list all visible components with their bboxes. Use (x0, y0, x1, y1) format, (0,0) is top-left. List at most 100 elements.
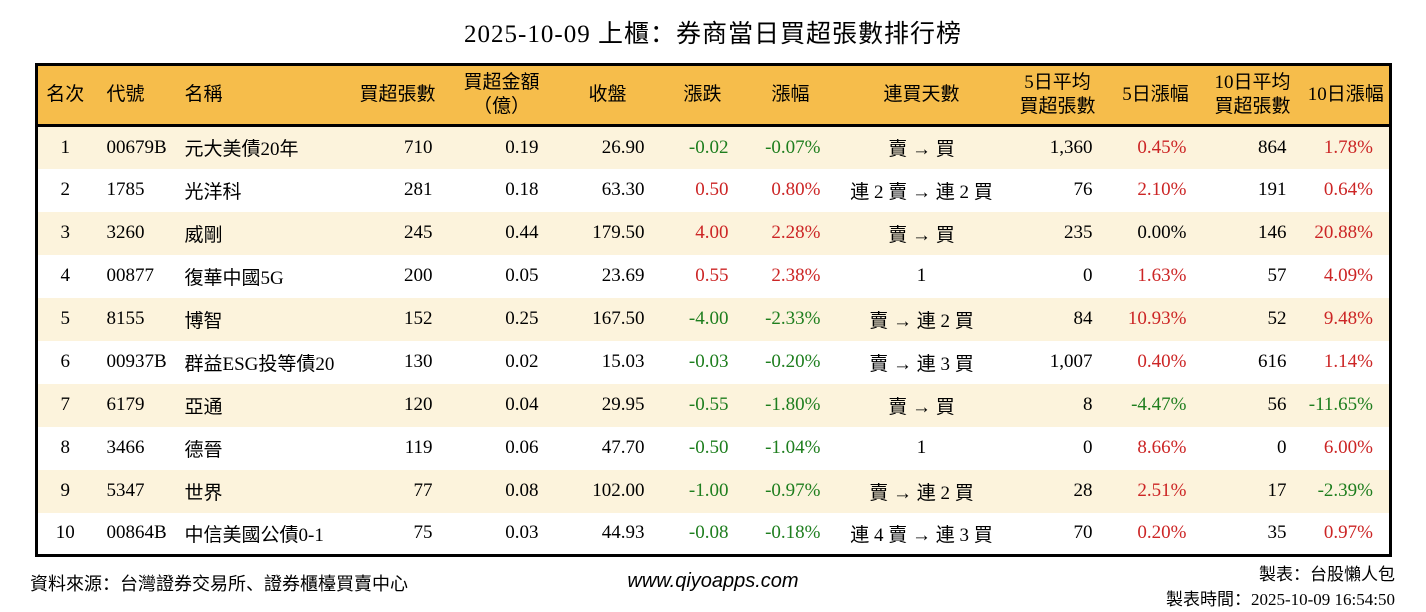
buy-streak-cell: 賣 → 買 (888, 139, 955, 161)
stock-name-cell: 復華中國5G (184, 267, 284, 289)
change-percent-cell: 0.80% (771, 179, 821, 200)
column-header: 10日平均 買超張數 (1202, 64, 1303, 127)
change5d-cell: 2.10% (1137, 179, 1187, 200)
net-buy-amount-cell: 0.04 (505, 394, 539, 415)
table-row: 3 3260 威剛 245 0.44 179.50 4.00 2.28% 賣 →… (36, 211, 1391, 255)
change5d-cell: 2.51% (1137, 480, 1187, 501)
maker-credit: 製表：台股懶人包 (1259, 565, 1395, 584)
stock-code-cell: 00679B (106, 136, 167, 158)
avg5-net-buy-cell: 84 (1073, 308, 1093, 329)
stock-code-cell: 00864B (106, 522, 167, 544)
close-price-cell: 179.50 (592, 222, 645, 243)
table-row: 10 00864B 中信美國公債0-1 75 0.03 44.93 -0.08 … (36, 512, 1391, 556)
rank-cell: 7 (60, 394, 71, 415)
net-buy-shares-cell: 152 (404, 308, 433, 329)
rank-cell: 3 (60, 222, 71, 243)
avg5-net-buy-cell: 0 (1083, 265, 1093, 286)
price-change-cell: -0.02 (688, 136, 729, 158)
net-buy-shares-cell: 245 (404, 222, 433, 243)
change5d-cell: -4.47% (1131, 394, 1187, 415)
change-percent-cell: 2.28% (771, 222, 821, 243)
buy-streak-cell: 賣 → 連 2 買 (869, 310, 974, 332)
change5d-cell: 0.20% (1137, 522, 1187, 544)
stock-code-cell: 00937B (106, 351, 167, 372)
table-row: 9 5347 世界 77 0.08 102.00 -1.00 -0.97% 賣 … (36, 469, 1391, 513)
change-percent-cell: 2.38% (771, 265, 821, 286)
change10d-cell: 4.09% (1323, 265, 1373, 286)
avg10-net-buy-cell: 146 (1258, 222, 1287, 243)
change10d-cell: -2.39% (1317, 480, 1373, 501)
avg10-net-buy-cell: 864 (1258, 136, 1287, 158)
header-row: 名次 代號 名稱 買超張數 買超金額 （億） 收盤 漲跌 漲幅 連買天數 5日平均 買超張數 5日漲… (36, 64, 1391, 127)
stock-name-cell: 元大美債20年 (184, 139, 299, 161)
net-buy-amount-cell: 0.05 (505, 265, 539, 286)
table-body: 1 00679B 元大美債20年 7 1 0 0.19 26.90 -0.02 -0… (36, 125, 1391, 556)
rank-cell: 4 (60, 265, 71, 286)
column-header: 5日平均 買超張數 (1006, 64, 1109, 127)
change-percent-cell: -0.18% (765, 522, 821, 544)
table-row: 2 1785 光洋科 281 0.18 63.30 0.50 0.80% 連 2… (36, 168, 1391, 212)
price-change-cell: -0.50 (688, 437, 729, 458)
buy-streak-cell: 1 (916, 265, 927, 286)
column-header: 買超金額 （億） (448, 64, 555, 127)
table-header: 名次 代號 名稱 買超張數 買超金額 （億） 收盤 漲跌 漲幅 連買天數 5日平均 買超張數 5日漲… (36, 64, 1391, 127)
stock-name-cell: 中信美國公債0-1 (184, 524, 324, 546)
net-buy-amount-cell: 0.03 (505, 522, 539, 544)
change-percent-cell: -1.80% (765, 394, 821, 415)
rank-cell: 1 (60, 136, 71, 158)
net-buy-amount-cell: 0.18 (505, 179, 539, 200)
avg10-net-buy-cell: 0 (1277, 437, 1287, 458)
net-buy-shares-cell: 130 (404, 351, 433, 372)
avg10-net-buy-cell: 57 (1267, 265, 1287, 286)
price-change-cell: -0.03 (688, 351, 729, 372)
avg10-net-buy-cell: 616 (1258, 351, 1287, 372)
close-price-cell: 29.95 (601, 394, 645, 415)
price-change-cell: 0.55 (695, 265, 729, 286)
price-change-cell: -0.55 (688, 394, 729, 415)
avg10-net-buy-cell: 35 (1267, 522, 1287, 544)
price-change-cell: 4.00 (695, 222, 729, 243)
price-change-cell: -4.00 (688, 308, 729, 329)
column-header: 買超張數 (346, 64, 449, 127)
change10d-cell: -11.65% (1308, 394, 1373, 415)
column-header: 代號 (92, 64, 179, 127)
stock-name-cell: 博智 (184, 310, 223, 332)
avg5-net-buy-cell: 8 (1083, 394, 1093, 415)
stock-code-cell: 3466 (106, 437, 145, 458)
change-percent-cell: -0.07% (765, 136, 821, 158)
net-buy-shares-cell: 281 (404, 179, 433, 200)
change10d-cell: 20.88% (1314, 222, 1373, 243)
website-text: www.qiyoapps.com (627, 570, 799, 592)
stock-code-cell: 3260 (106, 222, 145, 243)
price-change-cell: -0.08 (688, 522, 729, 544)
close-price-cell: 15.03 (601, 351, 645, 372)
buy-streak-cell: 賣 → 連 3 買 (869, 353, 974, 375)
stock-code-cell: 8155 (106, 308, 145, 329)
change10d-cell: 9.48% (1323, 308, 1373, 329)
close-price-cell: 102.00 (592, 480, 645, 501)
column-header: 5日漲幅 (1108, 64, 1203, 127)
net-buy-shares-cell: 200 (404, 265, 433, 286)
close-price-cell: 47.70 (601, 437, 645, 458)
data-source-note: 資料來源：台灣證券交易所、證券櫃檯買賣中心 (30, 574, 408, 594)
change10d-cell: 0.64% (1323, 179, 1373, 200)
report-timestamp: 製表時間：2025-10-09 16:54:50 (1165, 590, 1395, 609)
stock-code-cell: 1785 (106, 179, 145, 200)
change5d-cell: 1.63% (1137, 265, 1187, 286)
avg5-net-buy-cell: 28 (1073, 480, 1093, 501)
close-price-cell: 167.50 (592, 308, 645, 329)
avg10-net-buy-cell: 17 (1267, 480, 1287, 501)
page-title: 2025-10-09 上櫃：券商當日買超張數排行榜 (464, 21, 962, 48)
column-header: 連買天數 (836, 64, 1007, 127)
net-buy-amount-cell: 0.19 (505, 136, 539, 158)
close-price-cell: 26.90 (601, 136, 645, 158)
price-change-cell: 0.50 (695, 179, 729, 200)
stock-code-cell: 6179 (106, 394, 145, 415)
rank-cell: 6 (60, 351, 71, 372)
close-price-cell: 44.93 (601, 522, 645, 544)
avg5-net-buy-cell: 70 (1073, 522, 1093, 544)
change-percent-cell: -0.97% (765, 480, 821, 501)
change5d-cell: 0.45% (1137, 136, 1187, 158)
avg5-net-buy-cell: 235 (1064, 222, 1093, 243)
